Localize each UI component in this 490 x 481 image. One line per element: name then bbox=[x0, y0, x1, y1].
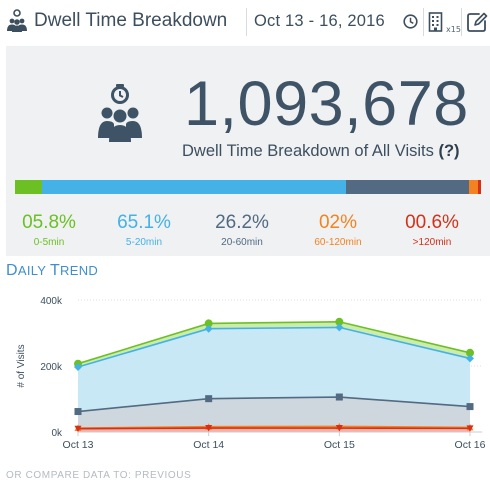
x-tick-label: Oct 14 bbox=[193, 439, 224, 451]
building-icon[interactable] bbox=[428, 12, 445, 32]
summary-subtitle: Dwell Time Breakdown of All Visits (?) bbox=[182, 142, 460, 161]
data-point bbox=[466, 348, 474, 357]
data-point bbox=[335, 317, 344, 326]
stat-label: 60-120min bbox=[314, 237, 362, 248]
series-line bbox=[77, 326, 471, 368]
data-point bbox=[335, 393, 343, 401]
building-count: x15 bbox=[446, 25, 461, 34]
stat-label: 0-5min bbox=[33, 237, 65, 248]
stat-over-120min: 00.6% >120min bbox=[392, 212, 472, 248]
y-tick-label: 0k bbox=[51, 428, 63, 439]
compare-data-link[interactable]: Or Compare Data to: Previous bbox=[6, 470, 192, 481]
y-tick-label: 200k bbox=[40, 362, 63, 373]
breakdown-bar-segment bbox=[346, 180, 469, 194]
stat-label: 5-20min bbox=[125, 237, 163, 248]
series-line bbox=[77, 425, 471, 429]
help-link[interactable]: (?) bbox=[438, 142, 460, 160]
header-divider bbox=[423, 8, 424, 36]
series-area bbox=[78, 397, 470, 432]
stat-percent: 26.2% bbox=[215, 212, 269, 233]
stat-label: 20-60min bbox=[221, 237, 263, 248]
data-point bbox=[466, 425, 474, 432]
daily-trend-chart: 0k 200k 400k # of Visits Oct 13 Oct 14 Oct 15 O… bbox=[16, 296, 486, 451]
stat-5-20min: 65.1% 5-20min bbox=[104, 212, 184, 248]
series-line bbox=[77, 320, 471, 365]
trend-title-cap: T bbox=[49, 262, 61, 279]
header-divider bbox=[461, 8, 462, 36]
y-tick-label: 400k bbox=[40, 296, 63, 307]
page-title: Dwell Time Breakdown bbox=[34, 10, 228, 31]
header: Dwell Time Breakdown Oct 13 - 16, 2016 x… bbox=[0, 0, 490, 44]
stat-0-5min: 05.8% 0-5min bbox=[9, 212, 89, 248]
series-area bbox=[78, 428, 470, 432]
data-point bbox=[205, 425, 213, 432]
dwell-breakdown-bar bbox=[15, 180, 481, 194]
trend-title-rest: aily bbox=[17, 263, 47, 278]
series-line bbox=[77, 427, 471, 430]
breakdown-bar-segment bbox=[15, 180, 43, 194]
header-divider bbox=[246, 8, 247, 36]
date-range[interactable]: Oct 13 - 16, 2016 bbox=[254, 12, 385, 30]
data-point bbox=[466, 354, 474, 363]
data-point bbox=[204, 319, 213, 328]
visitors-icon bbox=[7, 9, 27, 32]
stat-20-60min: 26.2% 20-60min bbox=[202, 212, 282, 248]
series-line bbox=[77, 396, 471, 413]
data-point bbox=[74, 408, 82, 416]
total-visits: 1,093,678 bbox=[184, 69, 469, 139]
dwell-time-visitors-icon bbox=[98, 84, 142, 142]
breakdown-bar-segment bbox=[478, 180, 481, 194]
stat-label: >120min bbox=[412, 237, 452, 248]
stat-percent: 05.8% bbox=[22, 212, 76, 233]
data-point bbox=[335, 323, 344, 332]
data-point bbox=[466, 403, 474, 411]
y-axis-label: # of Visits bbox=[16, 344, 27, 387]
data-point bbox=[204, 324, 213, 333]
edit-icon[interactable] bbox=[466, 11, 488, 33]
data-point bbox=[205, 395, 213, 403]
trend-title-cap: D bbox=[6, 262, 18, 279]
stat-percent: 00.6% bbox=[405, 212, 459, 233]
stat-percent: 65.1% bbox=[117, 212, 171, 233]
data-point bbox=[335, 425, 343, 432]
breakdown-bar-segment bbox=[42, 180, 347, 194]
trend-title-rest: rend bbox=[60, 263, 99, 278]
x-tick-label: Oct 16 bbox=[455, 439, 486, 451]
clock-icon[interactable] bbox=[403, 14, 418, 29]
x-tick-label: Oct 13 bbox=[63, 439, 94, 451]
data-point bbox=[74, 362, 82, 371]
stat-60-120min: 02% 60-120min bbox=[298, 212, 378, 248]
stat-percent: 02% bbox=[318, 212, 358, 233]
daily-trend-title: Daily Trend bbox=[6, 262, 98, 280]
breakdown-bar-segment bbox=[468, 180, 479, 194]
x-tick-label: Oct 15 bbox=[324, 439, 355, 451]
summary-subtitle-text: Dwell Time Breakdown of All Visits bbox=[182, 142, 434, 160]
data-point bbox=[74, 425, 82, 433]
summary-panel: 1,093,678 Dwell Time Breakdown of All Vi… bbox=[6, 46, 490, 256]
